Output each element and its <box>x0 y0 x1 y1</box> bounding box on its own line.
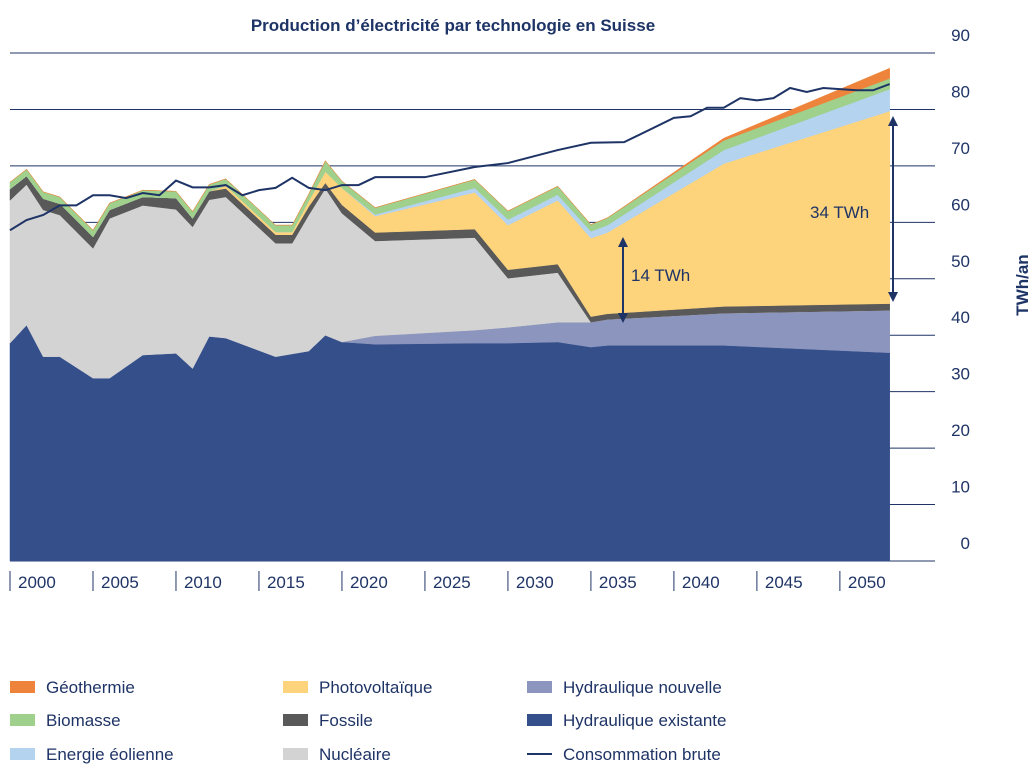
legend-label: Biomasse <box>46 711 121 730</box>
x-tick-label: 2005 <box>101 573 139 592</box>
y-tick-label: 10 <box>951 478 970 497</box>
legend-swatch <box>10 681 35 693</box>
legend-swatch <box>283 714 308 726</box>
legend-label: Géothermie <box>46 678 135 697</box>
y-tick-label: 40 <box>951 308 970 327</box>
y-tick-label: 90 <box>951 26 970 45</box>
x-tick-label: 2020 <box>350 573 388 592</box>
y-tick-label: 70 <box>951 139 970 158</box>
legend-label: Hydraulique nouvelle <box>563 678 722 697</box>
annotation: 14 TWh <box>631 266 690 285</box>
line <box>9 83 891 232</box>
legend-swatch <box>283 681 308 693</box>
y-axis-label: TWh/an <box>1013 254 1032 315</box>
legend-label: Fossile <box>319 711 373 730</box>
x-tick-label: 2050 <box>848 573 886 592</box>
x-tick-label: 2040 <box>682 573 720 592</box>
legend-label: Consommation brute <box>563 745 721 764</box>
area <box>9 67 890 231</box>
y-tick-label: 80 <box>951 82 970 101</box>
y-tick-label: 50 <box>951 252 970 271</box>
legend-label: Hydraulique existante <box>563 711 726 730</box>
legend-swatch <box>527 714 552 726</box>
y-tick-label: 60 <box>951 195 970 214</box>
x-tick-label: 2025 <box>433 573 471 592</box>
legend: Géothermie Biomasse Energie éolienne Photov… <box>10 678 726 764</box>
legend-label: Energie éolienne <box>46 745 174 764</box>
y-tick-label: 20 <box>951 421 970 440</box>
legend-swatch <box>10 748 35 760</box>
legend-label: Photovoltaïque <box>319 678 432 697</box>
areas <box>9 67 890 562</box>
x-tick-label: 2015 <box>267 573 305 592</box>
annotation-arrows <box>618 116 898 323</box>
legend-swatch <box>283 748 308 760</box>
x-tick-label: 2035 <box>599 573 637 592</box>
annotation: 34 TWh <box>810 203 869 222</box>
x-tick-label: 2045 <box>765 573 803 592</box>
legend-swatch <box>10 714 35 726</box>
x-tick-label: 2030 <box>516 573 554 592</box>
lines <box>9 83 891 232</box>
area <box>9 324 890 562</box>
legend-swatch <box>527 681 552 693</box>
x-tick-label: 2010 <box>184 573 222 592</box>
chart-title: Production d’électricité par technologie… <box>251 16 655 35</box>
y-tick-label: 30 <box>951 365 970 384</box>
legend-label: Nucléaire <box>319 745 391 764</box>
x-tick-label: 2000 <box>18 573 56 592</box>
y-tick-label: 0 <box>961 534 970 553</box>
